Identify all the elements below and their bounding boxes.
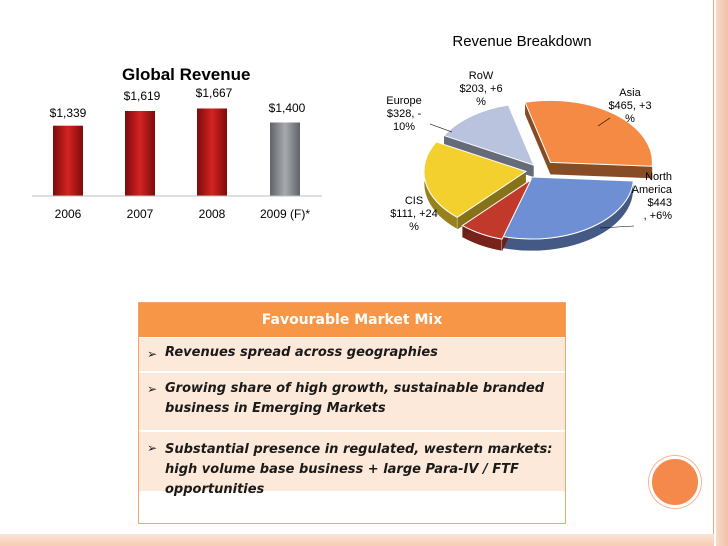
bar-2006 — [53, 125, 83, 196]
bar-2009 (F)* — [270, 122, 300, 196]
bar-value-label: $1,619 — [124, 89, 161, 103]
decorative-circle — [649, 456, 701, 508]
bar-category-label: 2006 — [55, 207, 82, 221]
market-mix-table: Favourable Market Mix ➢ Revenues spread … — [138, 302, 566, 524]
bar-category-label: 2007 — [127, 207, 154, 221]
pie-slice-label: , +6% — [644, 210, 673, 222]
pie-slice-label: % — [409, 221, 419, 233]
market-mix-row: ➢ Growing share of high growth, sustaina… — [139, 373, 565, 432]
pie-slice-label: Asia — [619, 87, 641, 99]
pie-leader-line — [599, 225, 635, 229]
pie-slice-wall-asia — [525, 102, 653, 179]
bar-value-label: $1,667 — [196, 86, 233, 100]
frame-line — [713, 0, 714, 546]
pie-slice-label: $465, +3 — [608, 100, 651, 112]
market-mix-empty-row — [139, 493, 565, 521]
market-mix-row-text: Revenues spread across geographies — [165, 345, 438, 360]
arrow-bullet-icon: ➢ — [147, 441, 158, 455]
pie-slice-cis — [461, 178, 533, 240]
pie-slice-label: % — [476, 96, 486, 108]
bar-chart-title: Global Revenue — [122, 65, 250, 84]
market-mix-row: ➢ Substantial presence in regulated, wes… — [139, 432, 565, 497]
bar-category-label: 2009 (F)* — [260, 207, 310, 221]
pie-slice-row — [443, 104, 535, 166]
market-mix-row-text: Growing share of high growth, sustainabl… — [165, 381, 545, 416]
pie-slice-label: $443 — [648, 197, 672, 209]
pie-slice-label: Europe — [386, 95, 421, 107]
frame-right-border — [716, 0, 728, 546]
market-mix-header: Favourable Market Mix — [139, 303, 565, 338]
market-mix-row: ➢ Revenues spread across geographies — [139, 338, 565, 373]
pie-leader-line — [429, 123, 453, 133]
bar-value-label: $1,400 — [269, 101, 306, 115]
pie-chart-title: Revenue Breakdown — [452, 33, 591, 50]
pie-slice-label: North — [645, 171, 672, 183]
pie-slice-label: % — [625, 113, 635, 125]
pie-slice-label: America — [632, 184, 673, 196]
bar-category-label: 2008 — [199, 207, 226, 221]
pie-slice-label: $203, +6 — [459, 83, 502, 95]
global-revenue-chart: Global Revenue $1,339 2006 $1,619 2007 $1,66… — [32, 65, 322, 221]
pie-leader-line — [597, 117, 611, 127]
arrow-bullet-icon: ➢ — [147, 347, 158, 361]
bar-2008 — [197, 108, 227, 196]
pie-slice-europe — [423, 141, 528, 218]
pie-slice-label: $111, +24 — [390, 208, 438, 220]
frame-bottom-border — [0, 534, 714, 546]
pie-slice-north-america — [501, 176, 634, 240]
pie-slice-label: RoW — [469, 70, 494, 82]
bar-2007 — [125, 111, 155, 196]
bar-value-label: $1,339 — [50, 106, 87, 120]
pie-slice-label: 10% — [393, 121, 415, 133]
pie-slice-label: $328, - — [387, 108, 422, 120]
pie-slice-asia — [524, 99, 653, 167]
pie-slice-label: CIS — [405, 195, 423, 207]
market-mix-row-text: Substantial presence in regulated, weste… — [165, 442, 553, 497]
arrow-bullet-icon: ➢ — [147, 382, 158, 396]
